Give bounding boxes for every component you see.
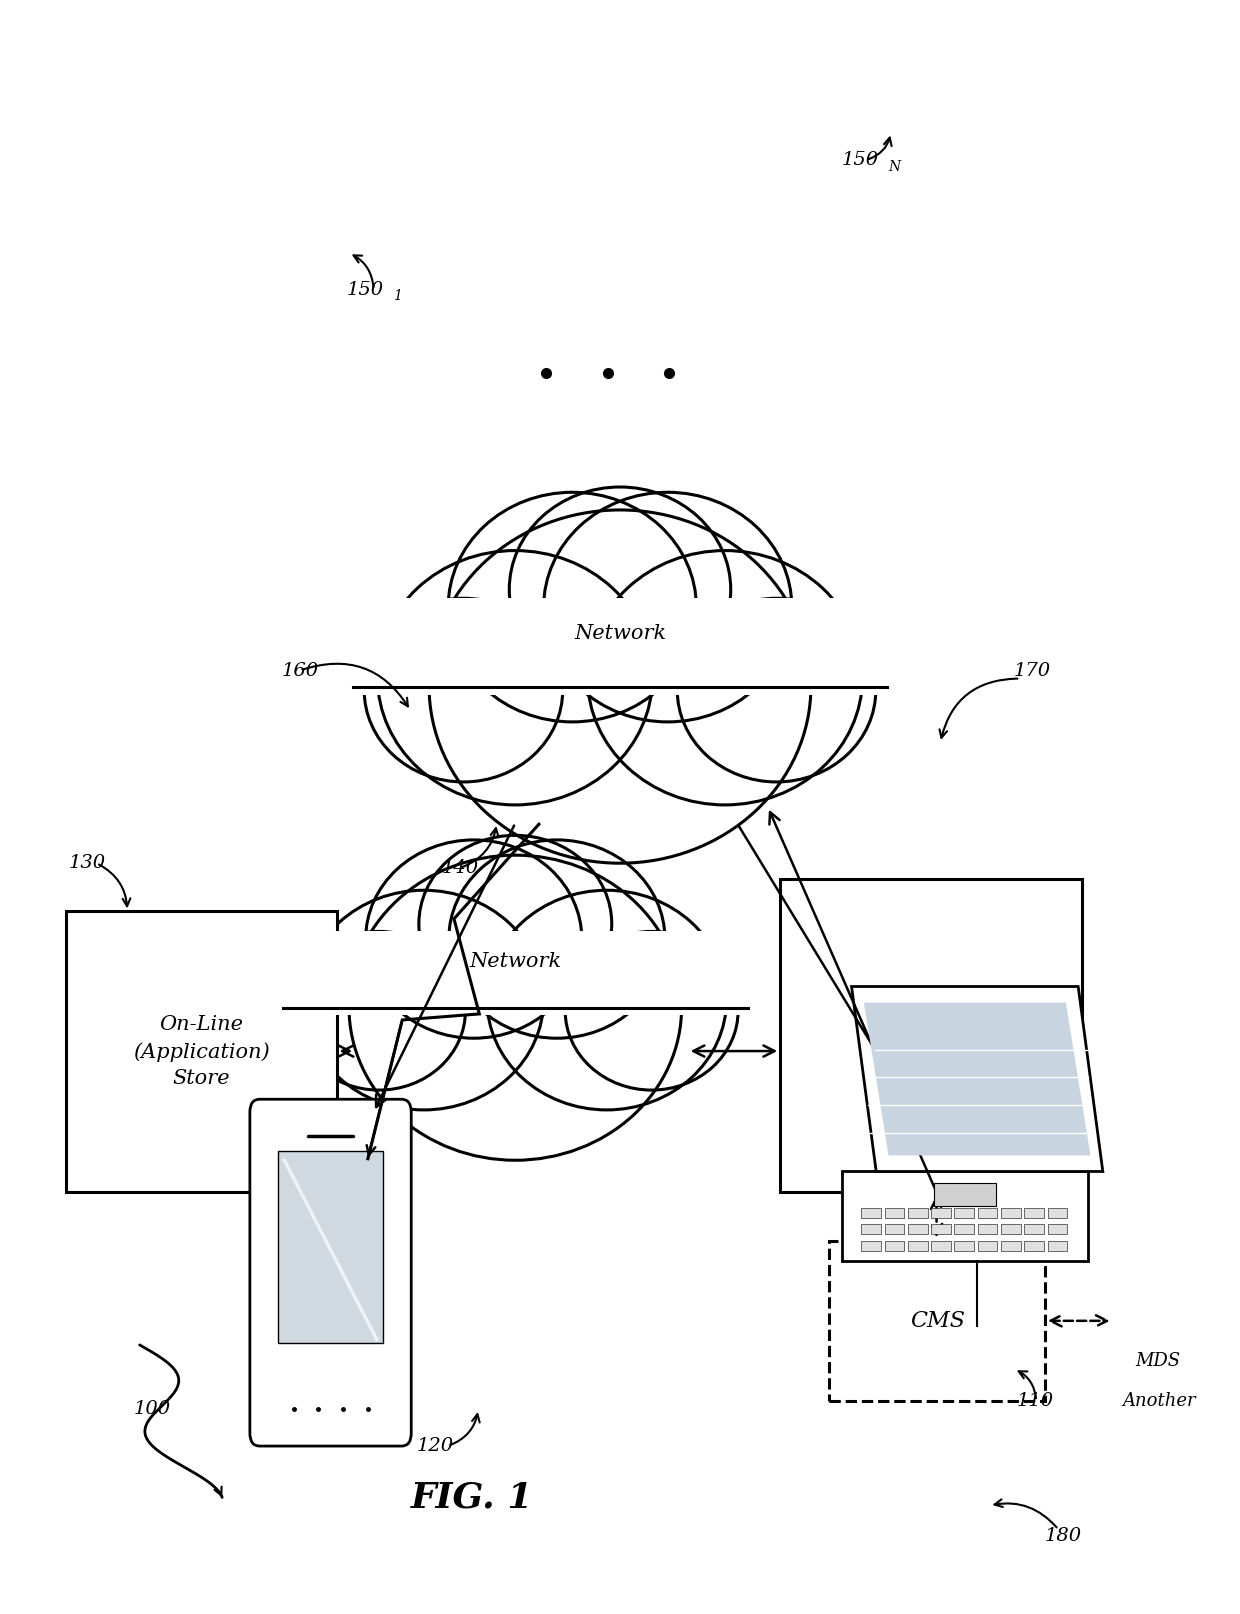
- Bar: [1048, 1241, 1068, 1251]
- Text: 170: 170: [1014, 662, 1052, 679]
- Text: 180: 180: [1045, 1527, 1083, 1545]
- Bar: [908, 1223, 928, 1235]
- Bar: [780, 880, 1081, 1193]
- Bar: [1048, 1223, 1068, 1235]
- Bar: [931, 1223, 951, 1235]
- Bar: [977, 1241, 997, 1251]
- Text: Network: Network: [469, 952, 562, 972]
- Text: 150: 150: [842, 152, 879, 169]
- Bar: [862, 1207, 880, 1217]
- Text: MDS: MDS: [1135, 1353, 1180, 1370]
- Text: FIG. 1: FIG. 1: [410, 1480, 533, 1514]
- Bar: [955, 1207, 975, 1217]
- Ellipse shape: [543, 492, 792, 721]
- Polygon shape: [864, 1002, 1090, 1156]
- Bar: [352, 581, 888, 686]
- Text: 150: 150: [346, 281, 383, 299]
- Bar: [283, 931, 748, 1015]
- Ellipse shape: [448, 492, 697, 721]
- Ellipse shape: [419, 836, 611, 1012]
- Ellipse shape: [565, 931, 738, 1089]
- Text: Network: Network: [574, 625, 666, 642]
- Bar: [908, 1241, 928, 1251]
- Bar: [1001, 1207, 1021, 1217]
- Bar: [1001, 1223, 1021, 1235]
- Ellipse shape: [293, 931, 465, 1089]
- Ellipse shape: [588, 550, 863, 805]
- Bar: [977, 1223, 997, 1235]
- Text: 130: 130: [68, 854, 105, 872]
- Ellipse shape: [365, 599, 563, 781]
- Bar: [1024, 1241, 1044, 1251]
- Ellipse shape: [677, 599, 875, 781]
- FancyBboxPatch shape: [842, 1172, 1087, 1262]
- Bar: [862, 1241, 880, 1251]
- Bar: [283, 917, 748, 1007]
- Text: 160: 160: [281, 662, 319, 679]
- Text: 110: 110: [1017, 1393, 1054, 1411]
- Bar: [977, 1207, 997, 1217]
- Ellipse shape: [377, 550, 652, 805]
- Text: Anomalous
Behavior
Detection
Device: Anomalous Behavior Detection Device: [873, 986, 990, 1085]
- Text: 1: 1: [393, 289, 402, 303]
- Bar: [908, 1207, 928, 1217]
- Bar: [955, 1241, 975, 1251]
- Bar: [1024, 1223, 1044, 1235]
- Ellipse shape: [510, 487, 730, 692]
- Bar: [278, 1151, 383, 1343]
- Ellipse shape: [348, 855, 682, 1160]
- Text: Another: Another: [1122, 1393, 1197, 1411]
- Bar: [931, 1241, 951, 1251]
- Bar: [66, 912, 337, 1193]
- Bar: [955, 1223, 975, 1235]
- Bar: [830, 1241, 1045, 1401]
- Bar: [884, 1241, 904, 1251]
- Text: 140: 140: [441, 859, 479, 876]
- Bar: [884, 1223, 904, 1235]
- Ellipse shape: [487, 891, 727, 1110]
- Bar: [1001, 1241, 1021, 1251]
- Ellipse shape: [449, 839, 665, 1038]
- Bar: [884, 1207, 904, 1217]
- Text: 100: 100: [134, 1399, 171, 1419]
- Bar: [931, 1207, 951, 1217]
- Ellipse shape: [304, 891, 543, 1110]
- Text: N: N: [889, 160, 900, 174]
- Bar: [934, 1183, 996, 1206]
- Text: 120: 120: [417, 1436, 454, 1456]
- Text: CMS: CMS: [910, 1311, 965, 1332]
- Ellipse shape: [429, 510, 811, 863]
- Text: On-Line
(Application)
Store: On-Line (Application) Store: [133, 1015, 269, 1088]
- Bar: [1048, 1207, 1068, 1217]
- Ellipse shape: [366, 839, 582, 1038]
- Bar: [1024, 1207, 1044, 1217]
- Polygon shape: [852, 986, 1102, 1172]
- Bar: [352, 599, 888, 696]
- Bar: [862, 1223, 880, 1235]
- FancyBboxPatch shape: [250, 1099, 412, 1446]
